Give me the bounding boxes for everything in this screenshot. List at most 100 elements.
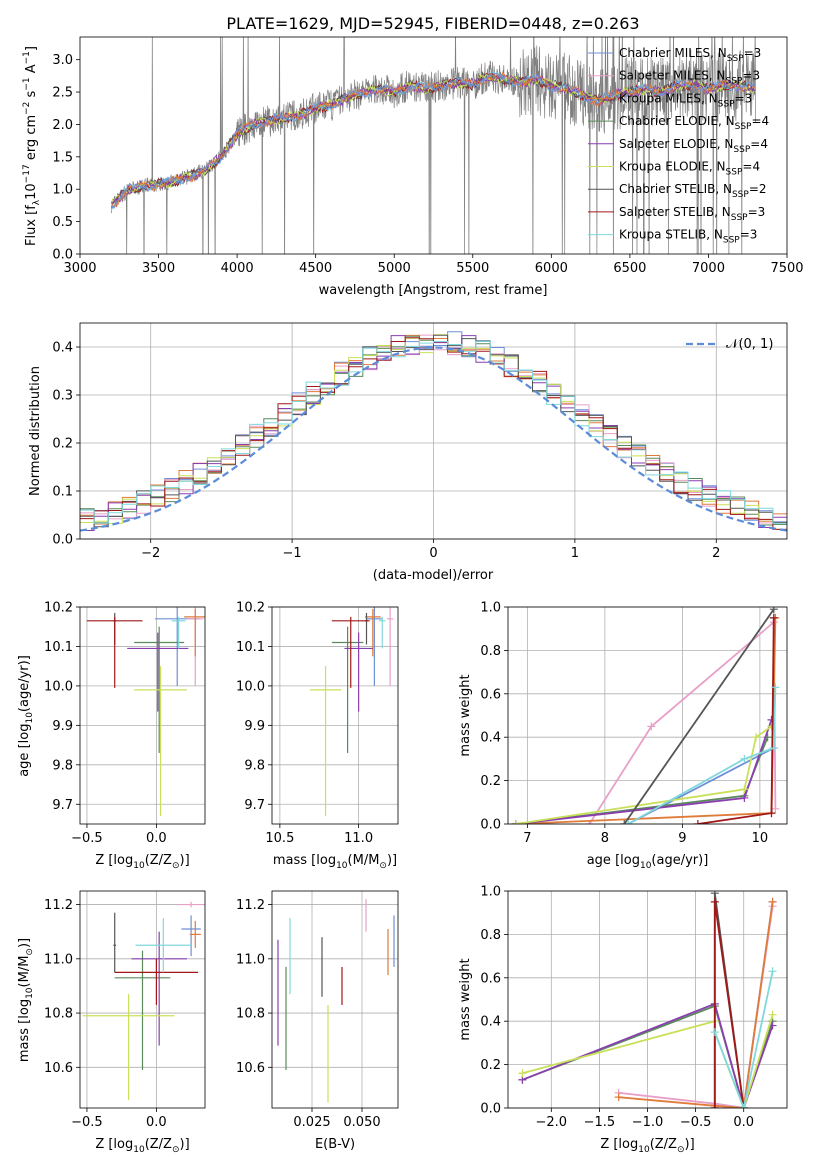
axes-frame <box>79 36 788 255</box>
label-part: 10 <box>638 1145 650 1155</box>
label-part: −2 <box>22 102 32 115</box>
figure-title: PLATE=1629, MJD=52945, FIBERID=0448, z=0… <box>226 14 639 33</box>
mass-weight-marker <box>620 820 629 824</box>
label-part: −17 <box>22 164 32 183</box>
x-tick-label: 2 <box>712 546 720 561</box>
y-tick-label: 0.2 <box>480 1058 501 1073</box>
label-part: Salpeter STELIB, N <box>619 205 731 219</box>
x-tick-label: −2.0 <box>536 1115 568 1130</box>
y-tick-label: 9.7 <box>52 798 73 813</box>
label-part: SSP <box>727 54 744 64</box>
x-tick-label: 0.0 <box>146 831 167 846</box>
label-part: (M/M <box>17 956 32 988</box>
x-tick-label: 6000 <box>535 261 568 276</box>
y-tick-label: 10.1 <box>44 640 73 655</box>
label-part: 10 <box>336 861 348 871</box>
y-tick-label: 0.6 <box>480 687 501 702</box>
label-part: SSP <box>726 168 743 178</box>
label-part: Z [log <box>600 1137 638 1152</box>
y-tick-label: 10.2 <box>236 601 265 616</box>
mass-weight-marker <box>769 607 778 614</box>
mass-vs-ebv-panel: 0.025 0.050 10.6 10.8 11.0 11.2 E(B-V) <box>236 890 399 1152</box>
x-tick-label: 0.025 <box>293 1115 330 1130</box>
y-axis-label: mass weight <box>458 674 473 756</box>
label-part: −1 <box>22 51 32 64</box>
label-part: 10 <box>133 1145 145 1155</box>
label-part: ⊙ <box>172 1145 180 1155</box>
label-part: )] <box>387 853 397 868</box>
y-tick-label: 10.0 <box>236 679 265 694</box>
y-tick-label: 10.6 <box>236 1061 265 1076</box>
x-tick-label: 0.0 <box>146 1115 167 1130</box>
y-tick-label: 0.5 <box>52 215 73 230</box>
mass-weight-marker <box>767 809 776 818</box>
label-part: (Z/Z <box>145 853 172 868</box>
mass-weight-marker <box>740 754 749 763</box>
x-tick-label: 0 <box>429 546 437 561</box>
label-part: =4 <box>742 160 760 174</box>
plot-area <box>309 607 394 817</box>
legend-entry: Kroupa ELODIE, NSSP=4 <box>619 160 760 178</box>
spectrum-panel: 3000 3500 4000 4500 5000 5500 6000 6500 7000 7500… <box>22 36 804 298</box>
label-part: Z [log <box>95 853 133 868</box>
y-tick-label: 0.0 <box>480 1102 501 1117</box>
x-axis-label: wavelength [Angstrom, rest frame] <box>319 283 548 298</box>
x-tick-label: −0.5 <box>680 1115 712 1130</box>
label-part: λ <box>32 199 42 205</box>
mass-weight-line <box>713 971 774 1108</box>
x-tick-label: 5500 <box>456 261 489 276</box>
y-tick-label: 1.5 <box>52 150 73 165</box>
x-tick-label: 7500 <box>770 261 803 276</box>
mass-weight-vs-metallicity-panel: −2.0 −1.5 −1.0 −0.5 0.0 0.0 0.2 0.4 0.6 0.8 1.0 Z [… <box>458 885 788 1155</box>
y-tick-label: 11.2 <box>44 898 73 913</box>
x-tick-label: 3500 <box>142 261 175 276</box>
mass-weight-marker <box>771 683 780 692</box>
age-vs-metallicity-panel: −0.5 0.09.79.89.910.010.110.2Z [log10(Z/Z… <box>17 601 206 871</box>
mass-weight-marker <box>710 1104 719 1108</box>
y-tick-label: 1.0 <box>52 183 73 198</box>
label-part: =4 <box>750 137 768 151</box>
y-tick-label: 0.8 <box>480 644 501 659</box>
y-axis-label: age [log10(age/yr)] <box>17 655 35 777</box>
label-part: Flux [f <box>24 205 39 246</box>
y-tick-label: 0.0 <box>52 248 73 263</box>
plot-area <box>511 607 780 824</box>
y-tick-label: 9.9 <box>52 719 73 734</box>
mass-weight-marker <box>511 820 520 824</box>
x-tick-label: 10.5 <box>265 831 294 846</box>
legend-entry: 𝒩(0, 1) <box>726 337 773 352</box>
label-part: ] <box>24 46 39 51</box>
x-axis-label: E(B-V) <box>315 1137 355 1152</box>
x-tick-label: −1.5 <box>584 1115 616 1130</box>
x-axis-label: Z [log10(Z/Z⊙)] <box>95 1137 189 1155</box>
x-tick-label: −1.0 <box>632 1115 664 1130</box>
y-tick-label: 10.6 <box>44 1061 73 1076</box>
y-tick-label: 0.3 <box>52 389 73 404</box>
mass-weight-marker <box>752 733 760 742</box>
axes-frame <box>79 890 206 1109</box>
x-tick-label: 4500 <box>299 261 332 276</box>
x-tick-label: 11.0 <box>344 831 373 846</box>
mass-weight-marker <box>624 820 633 824</box>
mass-weight-marker <box>771 804 780 813</box>
y-tick-label: 0.4 <box>52 341 73 356</box>
mass-weight-marker <box>768 967 777 976</box>
x-tick-label: 6500 <box>613 261 646 276</box>
x-axis-label: (data-model)/error <box>373 568 494 583</box>
label-part: ⊙ <box>677 1145 685 1155</box>
x-tick-label: 7000 <box>692 261 725 276</box>
legend-entry: Kroupa MILES, NSSP=3 <box>619 91 752 109</box>
axes-frame <box>271 606 399 825</box>
residual-histogram <box>80 340 787 524</box>
x-tick-label: 10 <box>752 831 769 846</box>
mass-weight-line <box>713 901 745 1108</box>
legend-entry: Salpeter STELIB, NSSP=3 <box>619 205 765 223</box>
x-tick-label: −2 <box>141 546 160 561</box>
mass-weight-marker <box>739 1104 748 1108</box>
y-tick-label: 9.9 <box>244 719 265 734</box>
y-tick-label: 0.0 <box>480 818 501 833</box>
x-tick-label: 0.050 <box>343 1115 380 1130</box>
mass-weight-marker <box>693 820 702 824</box>
label-part: Kroupa STELIB, N <box>619 228 723 242</box>
